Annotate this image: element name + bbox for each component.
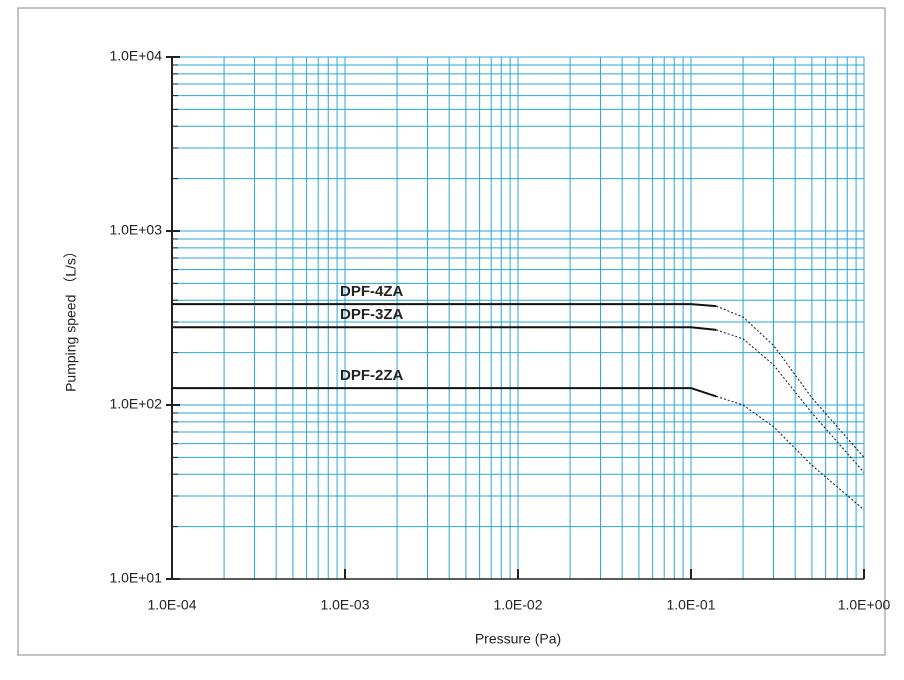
x-tick-label: 1.0E+00 [838, 597, 891, 613]
plot: DPF-4ZA DPF-3ZA DPF-2ZA [172, 283, 865, 511]
y-axis-label: Pumping speed （L/s） [63, 244, 79, 392]
y-tick-label: 1.0E+01 [109, 570, 162, 586]
series-line [716, 329, 865, 473]
grid: 1.0E-04 1.0E-03 1.0E-02 1.0E-01 1.0E+00 1.0E+… [109, 48, 890, 613]
x-tick-label: 1.0E-01 [666, 597, 715, 613]
series-line [716, 305, 865, 458]
series-line [716, 395, 865, 511]
series-line [172, 303, 717, 308]
x-axis-label: Pressure (Pa) [475, 631, 561, 647]
y-tick-label: 1.0E+04 [109, 48, 162, 64]
x-tick-label: 1.0E-03 [320, 597, 369, 613]
x-tick-label: 1.0E-02 [493, 597, 542, 613]
series-label: DPF-4ZA [340, 283, 404, 300]
y-tick-label: 1.0E+02 [109, 396, 162, 412]
frame [17, 7, 886, 656]
y-tick-label: 1.0E+03 [109, 222, 162, 238]
series-line [172, 326, 717, 331]
series-label: DPF-2ZA [340, 367, 404, 384]
x-tick-label: 1.0E-04 [147, 597, 196, 613]
series-label: DPF-3ZA [340, 306, 404, 323]
series-line [172, 387, 717, 398]
